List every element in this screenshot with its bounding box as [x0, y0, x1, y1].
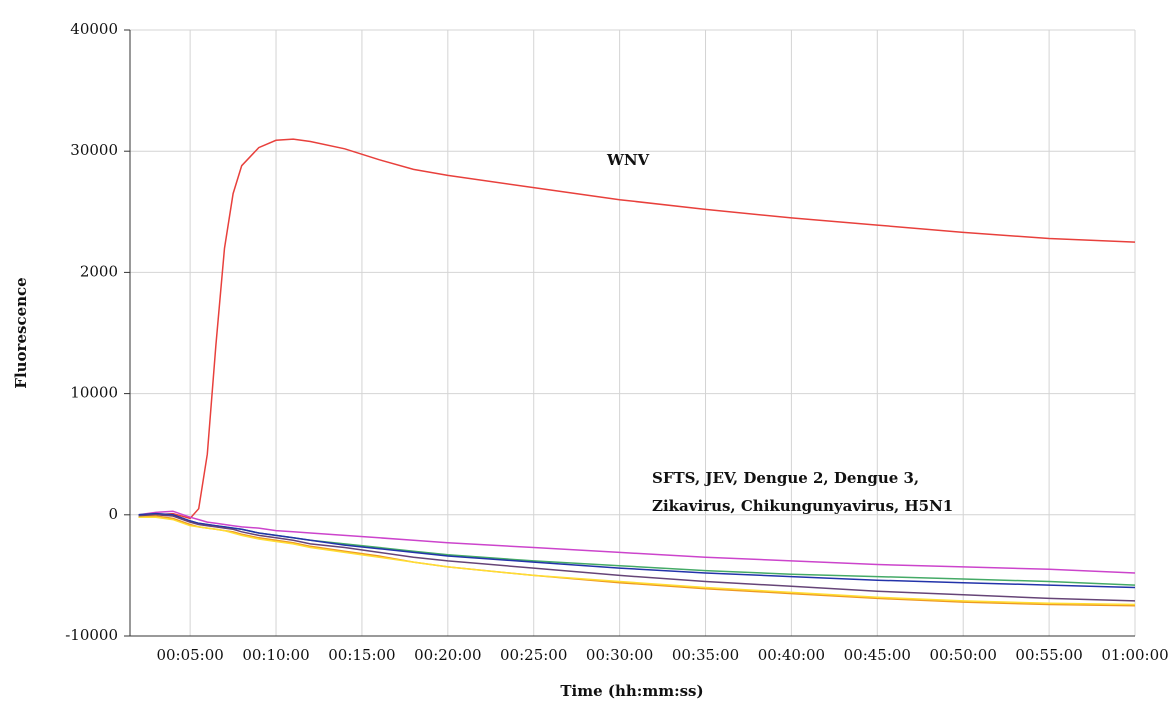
- annotation: Zikavirus, Chikungunyavirus, H5N1: [652, 497, 953, 515]
- series-line: [138, 515, 1136, 607]
- x-tick-label: 00:45:00: [844, 646, 911, 664]
- x-tick-label: 00:55:00: [1015, 646, 1082, 664]
- x-axis-label: Time (hh:mm:ss): [560, 682, 703, 700]
- y-tick-label: 0: [108, 505, 118, 523]
- series-line: [138, 514, 1136, 602]
- x-tick-label: 00:40:00: [758, 646, 825, 664]
- x-tick-label: 00:30:00: [586, 646, 653, 664]
- annotation: SFTS, JEV, Dengue 2, Dengue 3,: [652, 469, 919, 487]
- x-tick-label: 00:15:00: [328, 646, 395, 664]
- series-line: [138, 516, 1136, 606]
- series-line: [138, 510, 1136, 574]
- x-tick-label: 00:25:00: [500, 646, 567, 664]
- x-tick-label: 00:20:00: [414, 646, 481, 664]
- x-tick-label: 00:50:00: [930, 646, 997, 664]
- y-axis-label: Fluorescence: [12, 277, 30, 388]
- x-tick-label: 00:10:00: [242, 646, 309, 664]
- x-tick-label: 00:05:00: [156, 646, 223, 664]
- x-tick-label: 01:00:00: [1101, 646, 1168, 664]
- y-tick-label: 10000: [70, 384, 118, 402]
- annotation: WNV: [606, 151, 650, 169]
- series-line: [138, 512, 1136, 586]
- y-tick-label: 2000: [80, 262, 118, 280]
- series-line: [138, 138, 1136, 520]
- y-tick-label: 30000: [70, 141, 118, 159]
- series-line: [138, 512, 1136, 589]
- y-tick-label: -10000: [65, 626, 118, 644]
- y-tick-label: 40000: [70, 20, 118, 38]
- x-tick-label: 00:35:00: [672, 646, 739, 664]
